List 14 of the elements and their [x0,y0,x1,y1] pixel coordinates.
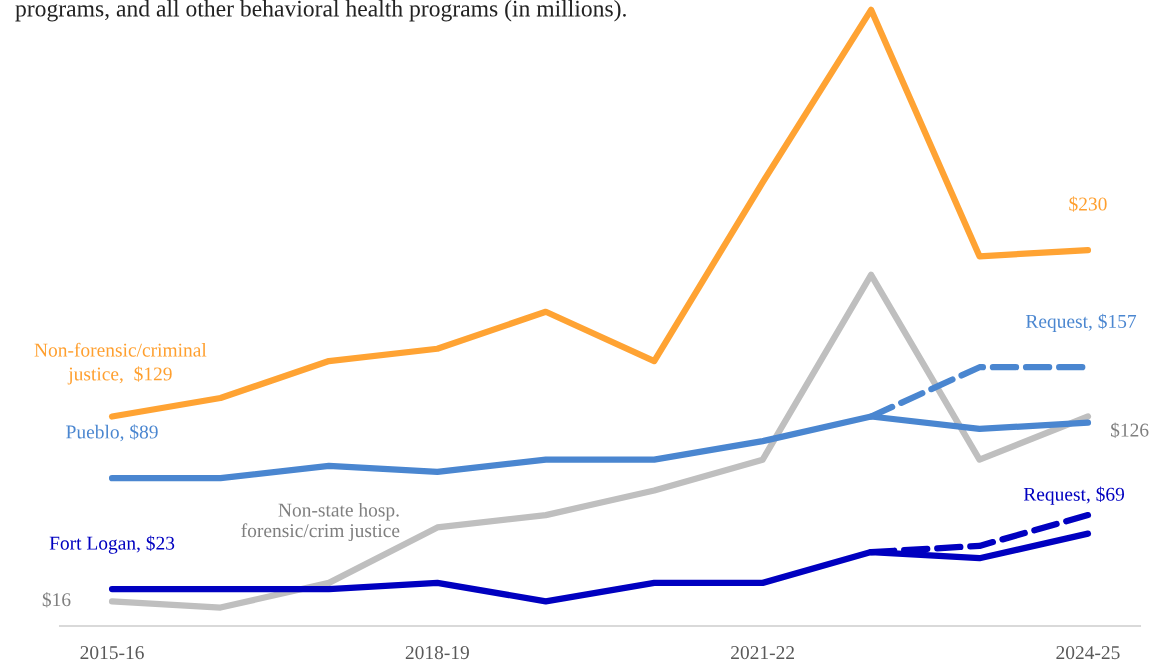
annotation: $126 [1111,422,1149,438]
chart-title: programs, and all other behavioral health programs (in millions). [15,0,626,22]
annotation: Fort Logan, $23 [49,535,175,554]
x-tick-label: 2015-16 [80,646,144,660]
annotation: Request, $157 [1025,313,1137,332]
annotation: $230 [1069,196,1107,212]
annotation: Pueblo, $89 [66,424,158,442]
annotation: Request, $69 [1023,486,1125,505]
x-tick-label: 2024-25 [1056,646,1120,660]
annotation: Non-forensic/criminal justice, $129 [34,342,207,385]
x-tick-label: 2018-19 [405,646,469,660]
annotation: Non-state hosp. forensic/crim justice [241,502,400,542]
x-tick-label: 2021-22 [731,646,794,660]
annotation: $16 [42,591,71,608]
